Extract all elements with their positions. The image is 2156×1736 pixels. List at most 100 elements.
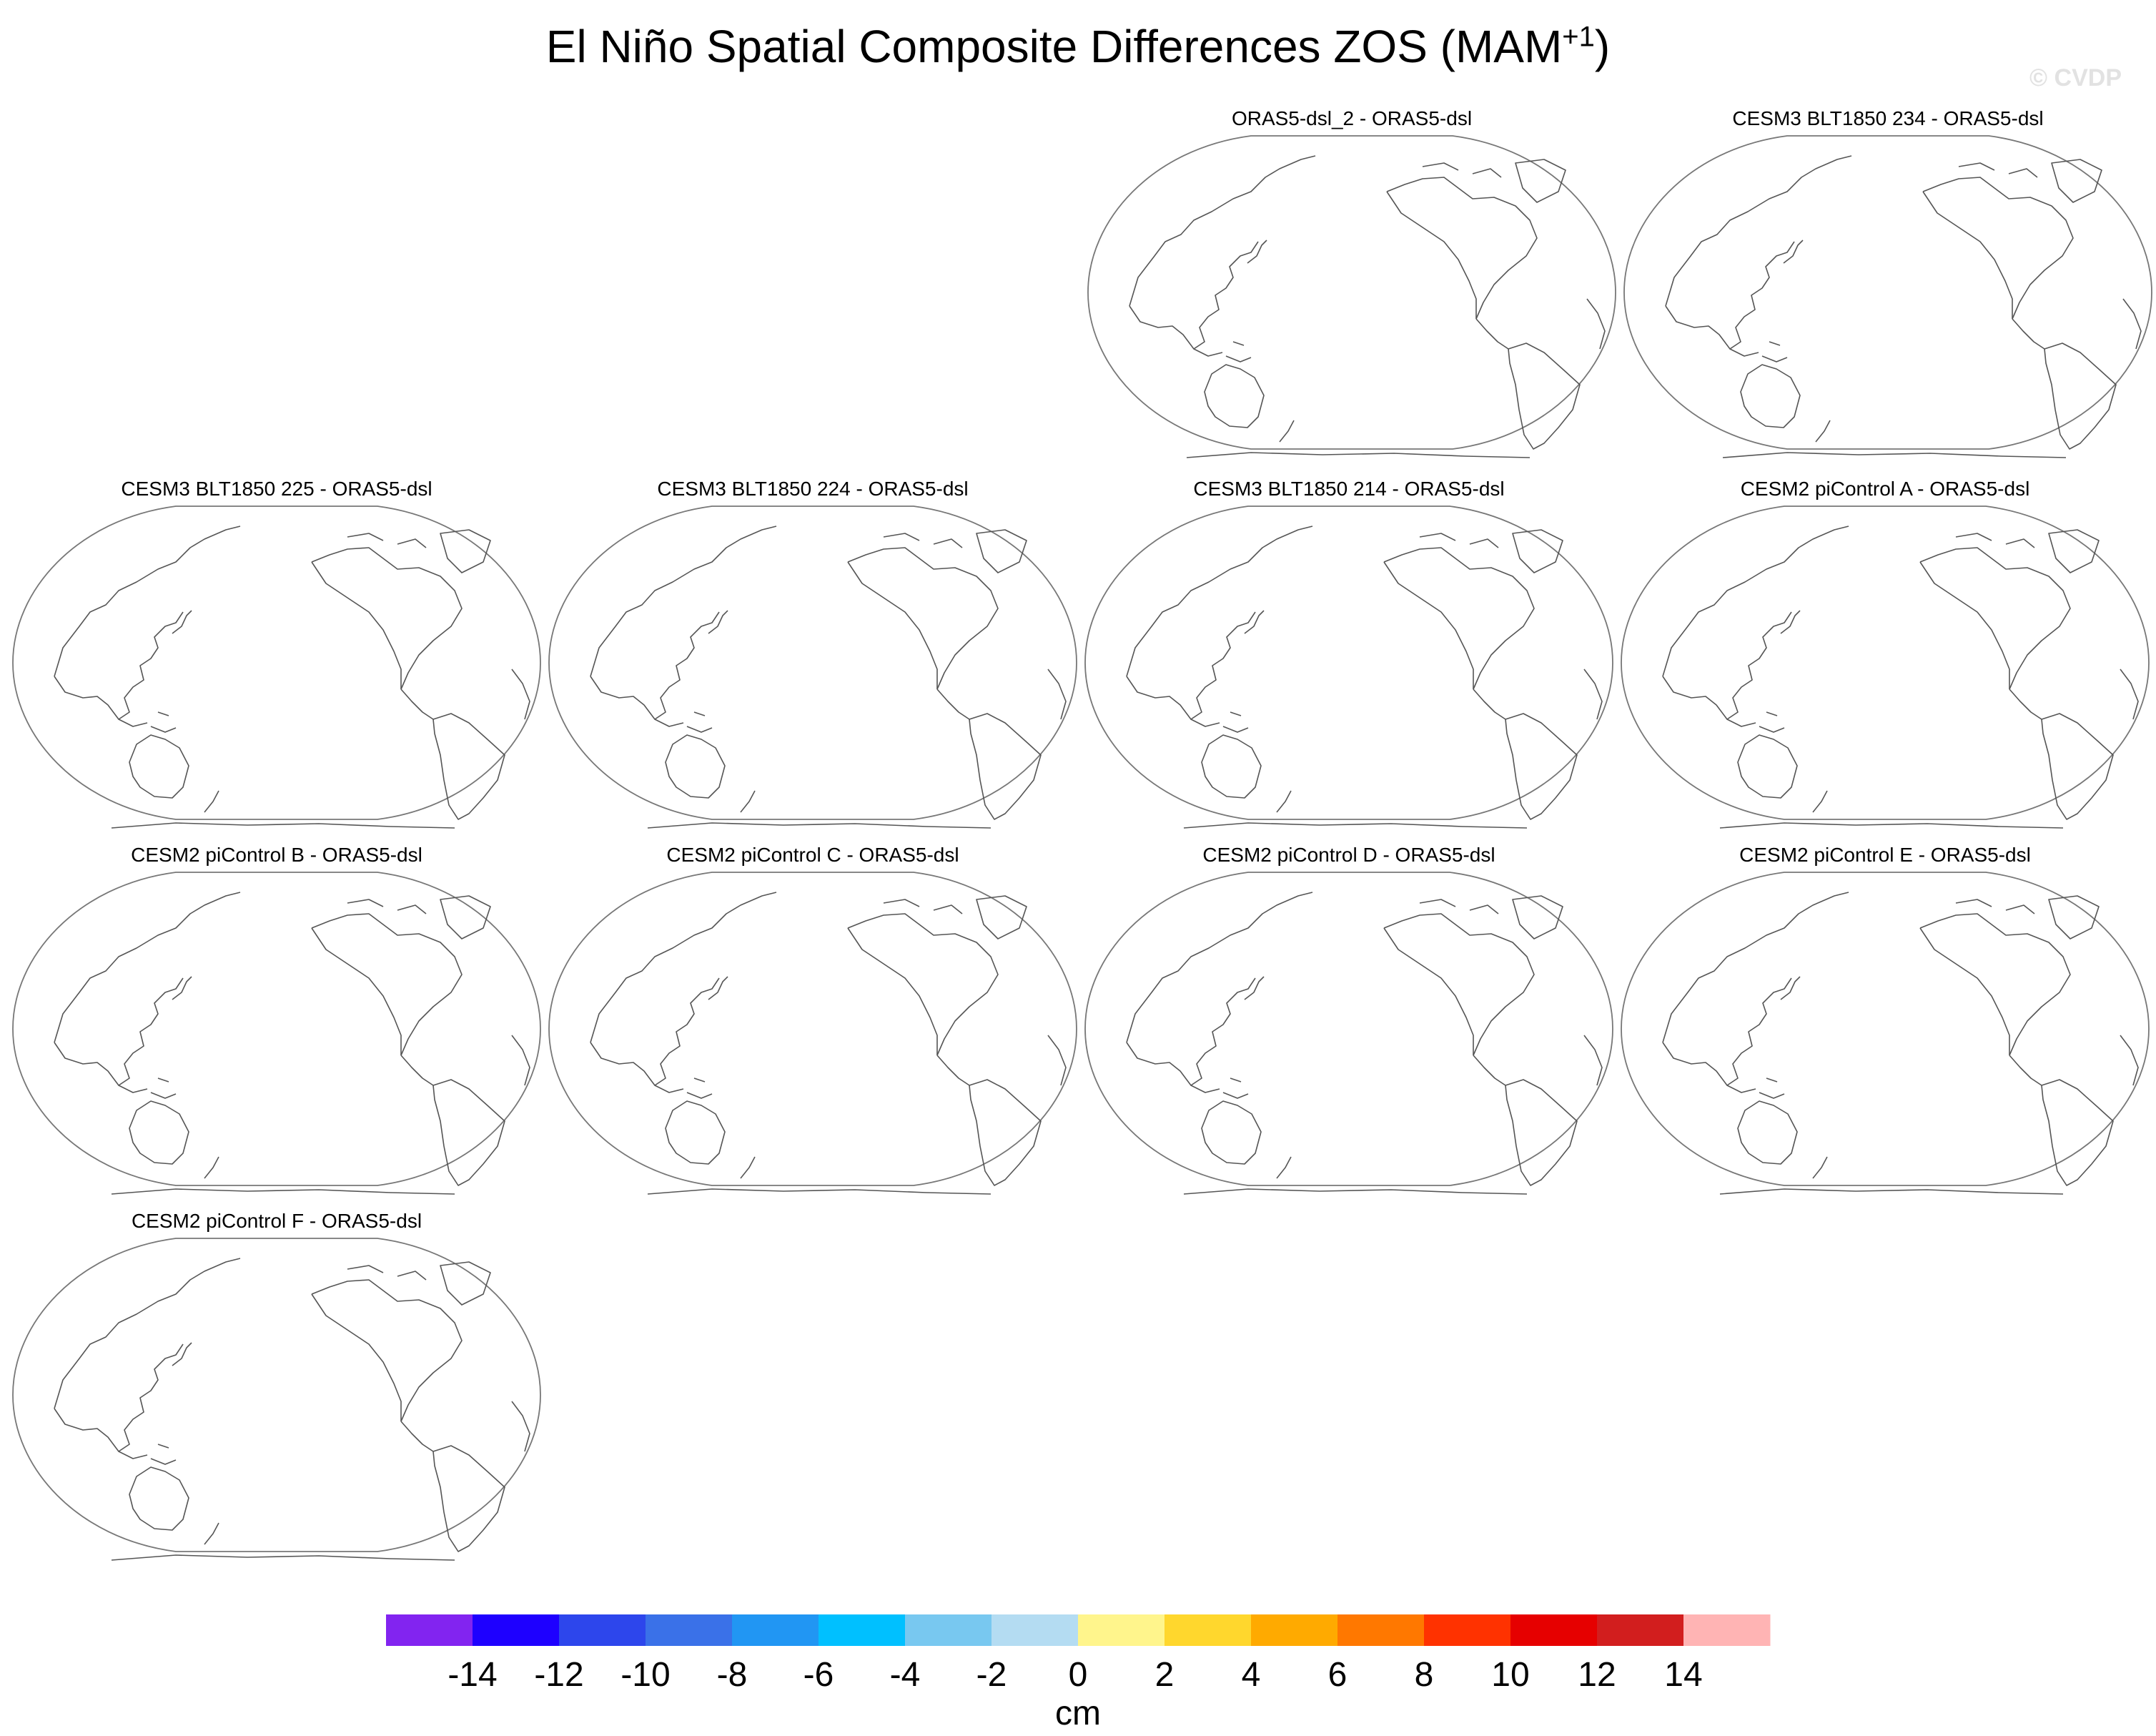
coastline — [847, 561, 938, 689]
coastline — [883, 899, 920, 907]
coastline — [1958, 162, 1995, 171]
coastline — [204, 1522, 219, 1545]
coastlines — [54, 1258, 530, 1561]
coastline — [969, 1079, 1042, 1186]
coastline — [1665, 155, 1852, 307]
coastline — [969, 713, 1042, 820]
map-plot — [1623, 135, 2152, 458]
coastline — [111, 1554, 455, 1561]
colorbar-tick-label: 8 — [1415, 1656, 1434, 1694]
coastline — [1386, 177, 1538, 320]
coastline — [1222, 1092, 1249, 1099]
colorbar-segment — [1337, 1614, 1425, 1646]
coastline — [1815, 420, 1831, 443]
map-plot — [1621, 505, 2150, 829]
colorbar-segment — [819, 1614, 906, 1646]
coastline — [1047, 1035, 1067, 1086]
coastline — [1473, 689, 1506, 720]
colorbar-segment — [646, 1614, 733, 1646]
coastline — [1047, 669, 1067, 720]
coastline — [708, 976, 728, 1000]
coastline — [400, 1055, 434, 1086]
coastline — [2041, 713, 2114, 820]
coastline — [1505, 1079, 1578, 1186]
colorbar-segment — [1683, 1614, 1771, 1646]
coastline — [976, 529, 1027, 573]
coastline — [1729, 348, 1759, 357]
coastline — [432, 1445, 505, 1552]
coastline — [54, 526, 241, 677]
coastlines — [1126, 892, 1603, 1195]
watermark: © CVDP — [2029, 64, 2122, 92]
coastlines — [1665, 155, 2142, 458]
map-boundary — [12, 1238, 541, 1552]
coastline — [708, 610, 728, 634]
coastline — [740, 1156, 756, 1179]
coastline — [129, 734, 189, 799]
coastline — [647, 1188, 992, 1195]
coastline — [1761, 355, 1788, 363]
coastline — [1129, 155, 1316, 307]
coastline — [590, 611, 720, 720]
coastline — [2041, 1079, 2114, 1186]
figure-title: El Niño Spatial Composite Differences ZO… — [545, 21, 1611, 72]
coastline — [397, 904, 427, 914]
coastline — [2048, 529, 2100, 573]
coastline — [1126, 977, 1256, 1086]
map-panel: CESM2 piControl C - ORAS5-dsl — [548, 844, 1078, 1195]
coastline — [1232, 341, 1245, 346]
coastline — [1512, 895, 1563, 939]
map-panel: CESM3 BLT1850 234 - ORAS5-dsl — [1623, 107, 2153, 458]
coastline — [933, 904, 963, 914]
map-boundary — [12, 505, 541, 820]
map-panel: ORAS5-dsl_2 - ORAS5-dsl — [1087, 107, 1617, 458]
colorbar-segment — [1078, 1614, 1165, 1646]
coastline — [1515, 159, 1566, 203]
map-plot — [548, 505, 1077, 829]
coastline — [347, 1265, 384, 1273]
colorbar-tick-label: -8 — [717, 1656, 748, 1694]
coastline — [1419, 533, 1456, 541]
coastline — [1583, 669, 1603, 720]
map-panel: CESM2 piControl F - ORAS5-dsl — [11, 1210, 542, 1561]
coastline — [1244, 610, 1265, 634]
coastline — [311, 1293, 402, 1421]
map-plot — [1084, 872, 1613, 1195]
panel-title: CESM3 BLT1850 214 - ORAS5-dsl — [1193, 478, 1505, 500]
coastline — [976, 895, 1027, 939]
coastline — [2012, 318, 2045, 350]
coastline — [2051, 159, 2102, 203]
coastline — [2048, 895, 2100, 939]
coastline — [1225, 355, 1252, 363]
coastline — [1475, 318, 1509, 350]
coastline — [172, 1342, 192, 1366]
coastline — [665, 734, 726, 799]
colorbar-segment — [473, 1614, 560, 1646]
colorbar-segment — [1164, 1614, 1252, 1646]
coastline — [2008, 168, 2038, 178]
map-plot — [1084, 505, 1613, 829]
coastline — [1737, 734, 1798, 799]
coastline — [440, 1261, 491, 1306]
coastline — [1247, 240, 1267, 264]
coastline — [590, 892, 777, 1043]
coastline — [1919, 927, 2010, 1055]
coastline — [204, 790, 219, 813]
coastline — [1740, 364, 1801, 428]
coastline — [1126, 892, 1313, 1043]
coastlines — [54, 892, 530, 1195]
coastline — [432, 713, 505, 820]
colorbar-tick-label: 12 — [1578, 1656, 1616, 1694]
coastline — [311, 913, 463, 1056]
coastline — [150, 726, 177, 733]
coastlines — [1662, 892, 2139, 1195]
coastline — [2009, 1055, 2042, 1086]
coastline — [1665, 241, 1795, 350]
coastline — [1919, 561, 2010, 689]
coastline — [740, 790, 756, 813]
coastline — [129, 1466, 189, 1531]
coastline — [1422, 162, 1459, 171]
colorbar-segment — [1424, 1614, 1511, 1646]
coastline — [693, 1077, 706, 1082]
coastline — [54, 977, 184, 1086]
